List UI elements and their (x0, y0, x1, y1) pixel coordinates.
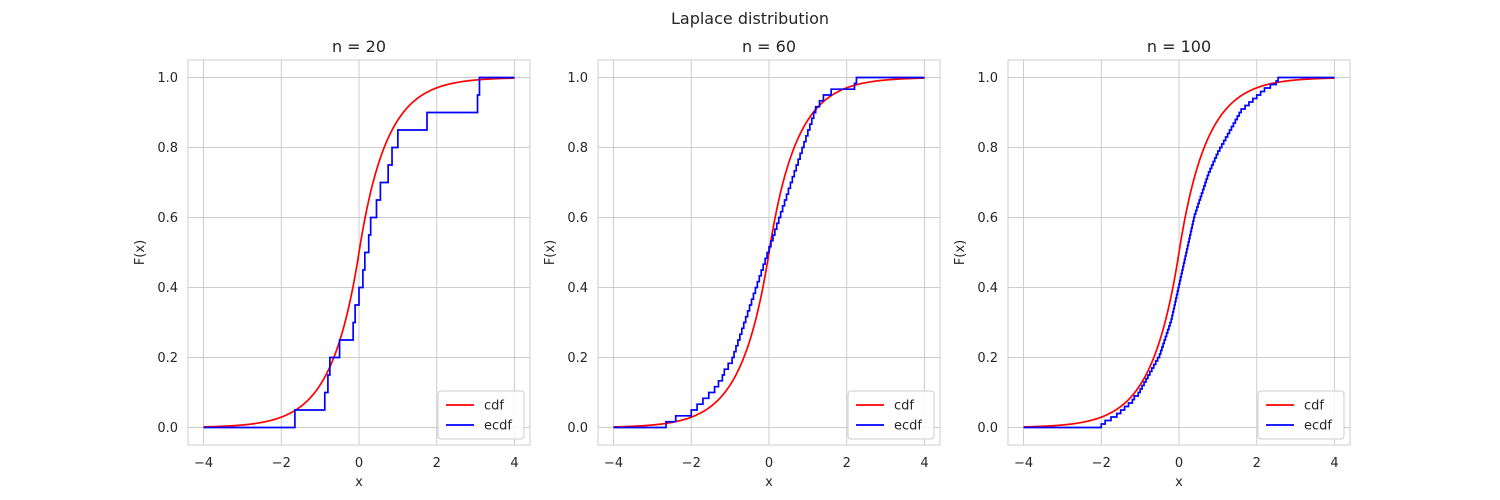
legend-label-ecdf: ecdf (1304, 419, 1332, 434)
axes-frame (187, 59, 531, 446)
y-tick-label: 0.6 (977, 211, 998, 226)
x-tick-label: 2 (1253, 456, 1261, 471)
series-line-ecdf (1023, 76, 1335, 429)
x-tick-label: −4 (194, 456, 213, 471)
y-axis-label: F(x) (543, 240, 558, 265)
x-tick-label: 0 (765, 456, 773, 471)
y-tick-label: 0.2 (977, 351, 998, 366)
y-tick-label: 0.2 (157, 351, 178, 366)
x-axis-label: x (355, 475, 363, 490)
y-axis-label: F(x) (133, 240, 148, 265)
legend-label-cdf: cdf (894, 399, 914, 414)
series-line-ecdf (613, 76, 925, 429)
y-tick-label: 0.6 (567, 211, 588, 226)
y-axis-label: F(x) (953, 240, 968, 265)
y-tick-label: 0.8 (977, 141, 998, 156)
x-tick-label: 0 (355, 456, 363, 471)
x-tick-label: −2 (272, 456, 291, 471)
x-tick-label: 0 (1175, 456, 1183, 471)
x-axis-label: x (765, 475, 773, 490)
legend-box (437, 390, 525, 440)
legend-label-ecdf: ecdf (894, 419, 922, 434)
x-tick-label: −4 (1014, 456, 1033, 471)
x-tick-label: 2 (843, 456, 851, 471)
legend-label-cdf: cdf (484, 399, 504, 414)
y-tick-label: 0.0 (157, 421, 178, 436)
subplot-3: −4 −2 0 2 4 0.0 0.2 0.4 0.6 0.8 1.0 x F(x) n = 100 cdf… (953, 37, 1351, 490)
legend-label-ecdf: ecdf (484, 419, 512, 434)
y-tick-label: 0.6 (157, 211, 178, 226)
legend: cdf ecdf (847, 390, 935, 440)
y-tick-label: 0.8 (567, 141, 588, 156)
y-tick-label: 0.0 (567, 421, 588, 436)
y-tick-label: 1.0 (977, 71, 998, 86)
y-tick-label: 0.8 (157, 141, 178, 156)
legend-box (1257, 390, 1345, 440)
x-axis-label: x (1175, 475, 1183, 490)
axes-frame (597, 59, 941, 446)
y-tick-label: 0.2 (567, 351, 588, 366)
subplots: −4 −2 0 2 4 0.0 0.2 0.4 0.6 0.8 1.0 x F(x) n = 20 cdf e… (133, 37, 1351, 490)
y-tick-label: 0.4 (157, 281, 178, 296)
subplot-1: −4 −2 0 2 4 0.0 0.2 0.4 0.6 0.8 1.0 x F(x) n = 20 cdf e… (133, 37, 531, 490)
axes-frame (1007, 59, 1351, 446)
y-tick-label: 0.4 (977, 281, 998, 296)
x-tick-label: −2 (682, 456, 701, 471)
y-tick-label: 0.0 (977, 421, 998, 436)
subplot-title: n = 60 (742, 37, 796, 56)
legend-label-cdf: cdf (1304, 399, 1324, 414)
legend: cdf ecdf (437, 390, 525, 440)
y-tick-label: 1.0 (157, 71, 178, 86)
x-tick-label: −2 (1092, 456, 1111, 471)
subplot-2: −4 −2 0 2 4 0.0 0.2 0.4 0.6 0.8 1.0 x F(x) n = 60 cdf e… (543, 37, 941, 490)
x-tick-label: 2 (433, 456, 441, 471)
x-tick-label: 4 (1330, 456, 1338, 471)
legend: cdf ecdf (1257, 390, 1345, 440)
subplot-title: n = 100 (1147, 37, 1211, 56)
series-line-ecdf (203, 76, 515, 429)
series-line-cdf (1023, 77, 1335, 428)
figure-title: Laplace distribution (671, 9, 829, 28)
y-tick-label: 1.0 (567, 71, 588, 86)
x-tick-label: 4 (920, 456, 928, 471)
x-tick-label: −4 (604, 456, 623, 471)
legend-box (847, 390, 935, 440)
x-tick-label: 4 (510, 456, 518, 471)
y-tick-label: 0.4 (567, 281, 588, 296)
series-line-cdf (203, 77, 515, 428)
subplot-title: n = 20 (332, 37, 386, 56)
